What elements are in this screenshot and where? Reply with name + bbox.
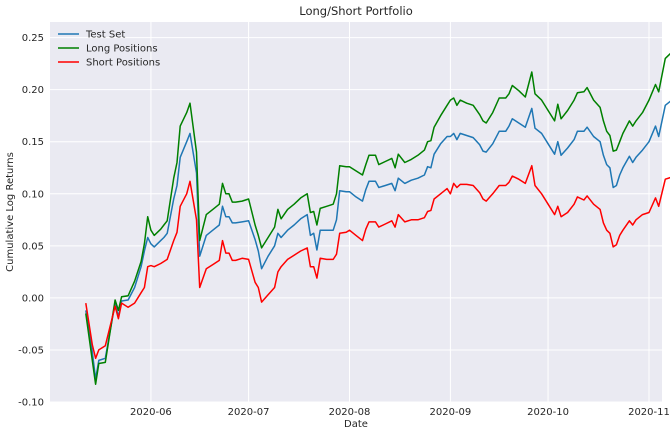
x-tick-label: 2020-10	[527, 407, 569, 418]
legend-entry: Test Set	[85, 30, 125, 41]
x-tick-label: 2020-06	[130, 407, 172, 418]
y-tick-label: -0.05	[18, 345, 44, 356]
legend-entry: Long Positions	[86, 44, 158, 55]
y-axis-label: Cumulative Log Returns	[5, 152, 16, 272]
legend-entry: Short Positions	[86, 58, 160, 69]
y-tick-label: -0.10	[18, 398, 44, 409]
x-tick-label: 2020-11	[628, 407, 670, 418]
legend: Test Set Long Positions Short Positions	[58, 30, 160, 69]
tick-labels: -0.10 -0.05 0.00 0.05 0.10 0.15 0.20 0.25 2020-0…	[18, 33, 670, 418]
series-layer	[85, 52, 670, 386]
chart-title: Long/Short Portfolio	[299, 4, 413, 18]
series-line-1	[85, 100, 670, 380]
x-tick-label: 2020-08	[329, 407, 371, 418]
y-tick-label: 0.05	[22, 241, 44, 252]
x-tick-label: 2020-07	[228, 407, 270, 418]
y-tick-label: 0.15	[22, 137, 44, 148]
series-line-3	[85, 164, 670, 360]
y-tick-label: 0.25	[22, 33, 44, 44]
series-line-2	[85, 52, 670, 386]
y-tick-label: 0.20	[22, 85, 44, 96]
x-axis-label: Date	[344, 419, 368, 430]
y-tick-label: 0.00	[22, 293, 44, 304]
y-tick-label: 0.10	[22, 189, 44, 200]
plot-area	[50, 22, 662, 402]
x-tick-label: 2020-09	[430, 407, 472, 418]
